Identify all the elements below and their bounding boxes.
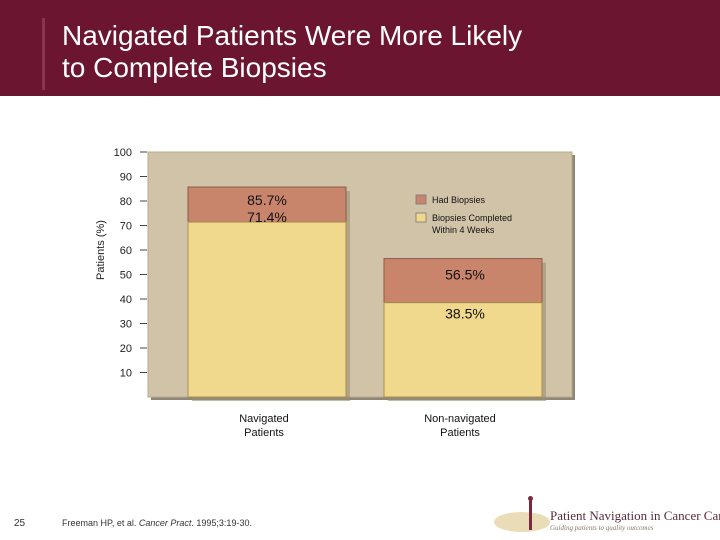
y-tick-label: 10 <box>120 368 132 380</box>
bar-chart: 10 20 30 40 50 60 70 80 90 100 Patients (%) 85.7%71… <box>95 147 575 439</box>
title-line-2: to Complete Biopsies <box>62 52 327 83</box>
title-banner: Navigated Patients Were More Likely to C… <box>0 0 720 96</box>
citation-footnote: Freeman HP, et al. Cancer Pract. 1995;3:… <box>62 518 252 528</box>
logo-i-stem <box>529 500 532 530</box>
data-label-had-biopsies: 56.5% <box>445 267 485 283</box>
program-logo <box>494 496 550 532</box>
y-tick-label: 40 <box>120 294 132 306</box>
legend-swatch <box>415 194 427 205</box>
y-tick-label: 100 <box>114 147 132 159</box>
citation-authors: Freeman HP, et al. <box>62 518 139 528</box>
logo-wordmark: Patient Navigation in Cancer Care <box>550 508 720 523</box>
slide-title: Navigated Patients Were More Likely to C… <box>62 20 702 84</box>
y-tick-label: 90 <box>120 172 132 184</box>
logo-swoosh <box>494 512 550 532</box>
legend-label: Within 4 Weeks <box>432 225 495 235</box>
logo-tagline: Guiding patients to quality outcomes <box>550 524 654 532</box>
bar-had-biopsies <box>383 258 543 304</box>
data-label-had-biopsies: 85.7% <box>247 192 287 208</box>
title-line-1: Navigated Patients Were More Likely <box>62 20 523 51</box>
legend-swatch <box>415 212 427 223</box>
y-tick-label: 30 <box>120 319 132 331</box>
bar-had-biopsies <box>187 186 347 223</box>
category-label: Non-navigated <box>424 413 496 425</box>
y-tick-label: 50 <box>120 270 132 282</box>
citation-journal: Cancer Pract <box>138 518 192 528</box>
y-tick-label: 80 <box>120 196 132 208</box>
category-label: Patients <box>244 427 284 439</box>
data-label-completed: 38.5% <box>445 306 485 322</box>
citation-details: . 1995;3:19-30. <box>191 518 252 528</box>
y-tick-label: 60 <box>120 245 132 257</box>
legend-label: Had Biopsies <box>432 195 486 205</box>
category-label: Patients <box>440 427 480 439</box>
legend-label: Biopsies Completed <box>432 213 512 223</box>
bar-biopsies-completed <box>187 221 347 398</box>
bar-biopsies-completed <box>383 302 543 398</box>
title-divider <box>42 18 45 90</box>
y-axis-title: Patients (%) <box>95 220 107 280</box>
logo-i-dot <box>528 496 533 501</box>
slide-number: 25 <box>14 518 26 529</box>
data-label-completed: 71.4% <box>247 209 287 225</box>
y-tick-label: 20 <box>120 343 132 355</box>
category-label: Navigated <box>239 413 289 425</box>
y-tick-label: 70 <box>120 221 132 233</box>
